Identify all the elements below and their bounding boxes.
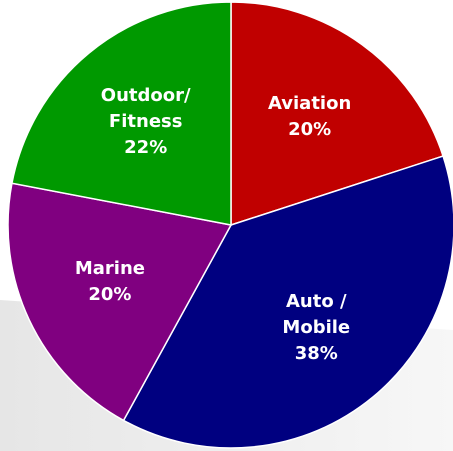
wedge: [122, 155, 453, 449]
wedge-label: Auto / Mobile 38%: [282, 289, 350, 367]
category-label: Aviation: [267, 92, 352, 114]
wedge: [11, 1, 232, 226]
wedge-label: Aviation 20%: [268, 91, 351, 143]
wedge-label: Marine 20%: [75, 256, 145, 308]
category-label: Auto / Mobile: [282, 291, 351, 339]
value-label: 20%: [288, 118, 332, 140]
wedge: [7, 182, 233, 422]
category-label: Outdoor/ Fitness: [100, 84, 191, 132]
value-label: 38%: [294, 343, 338, 365]
value-label: 20%: [88, 283, 132, 305]
pie: [7, 1, 453, 449]
category-label: Marine: [74, 257, 145, 279]
wedge: [230, 1, 445, 227]
value-label: 22%: [124, 136, 168, 158]
wedge-label: Outdoor/ Fitness 22%: [101, 83, 191, 161]
